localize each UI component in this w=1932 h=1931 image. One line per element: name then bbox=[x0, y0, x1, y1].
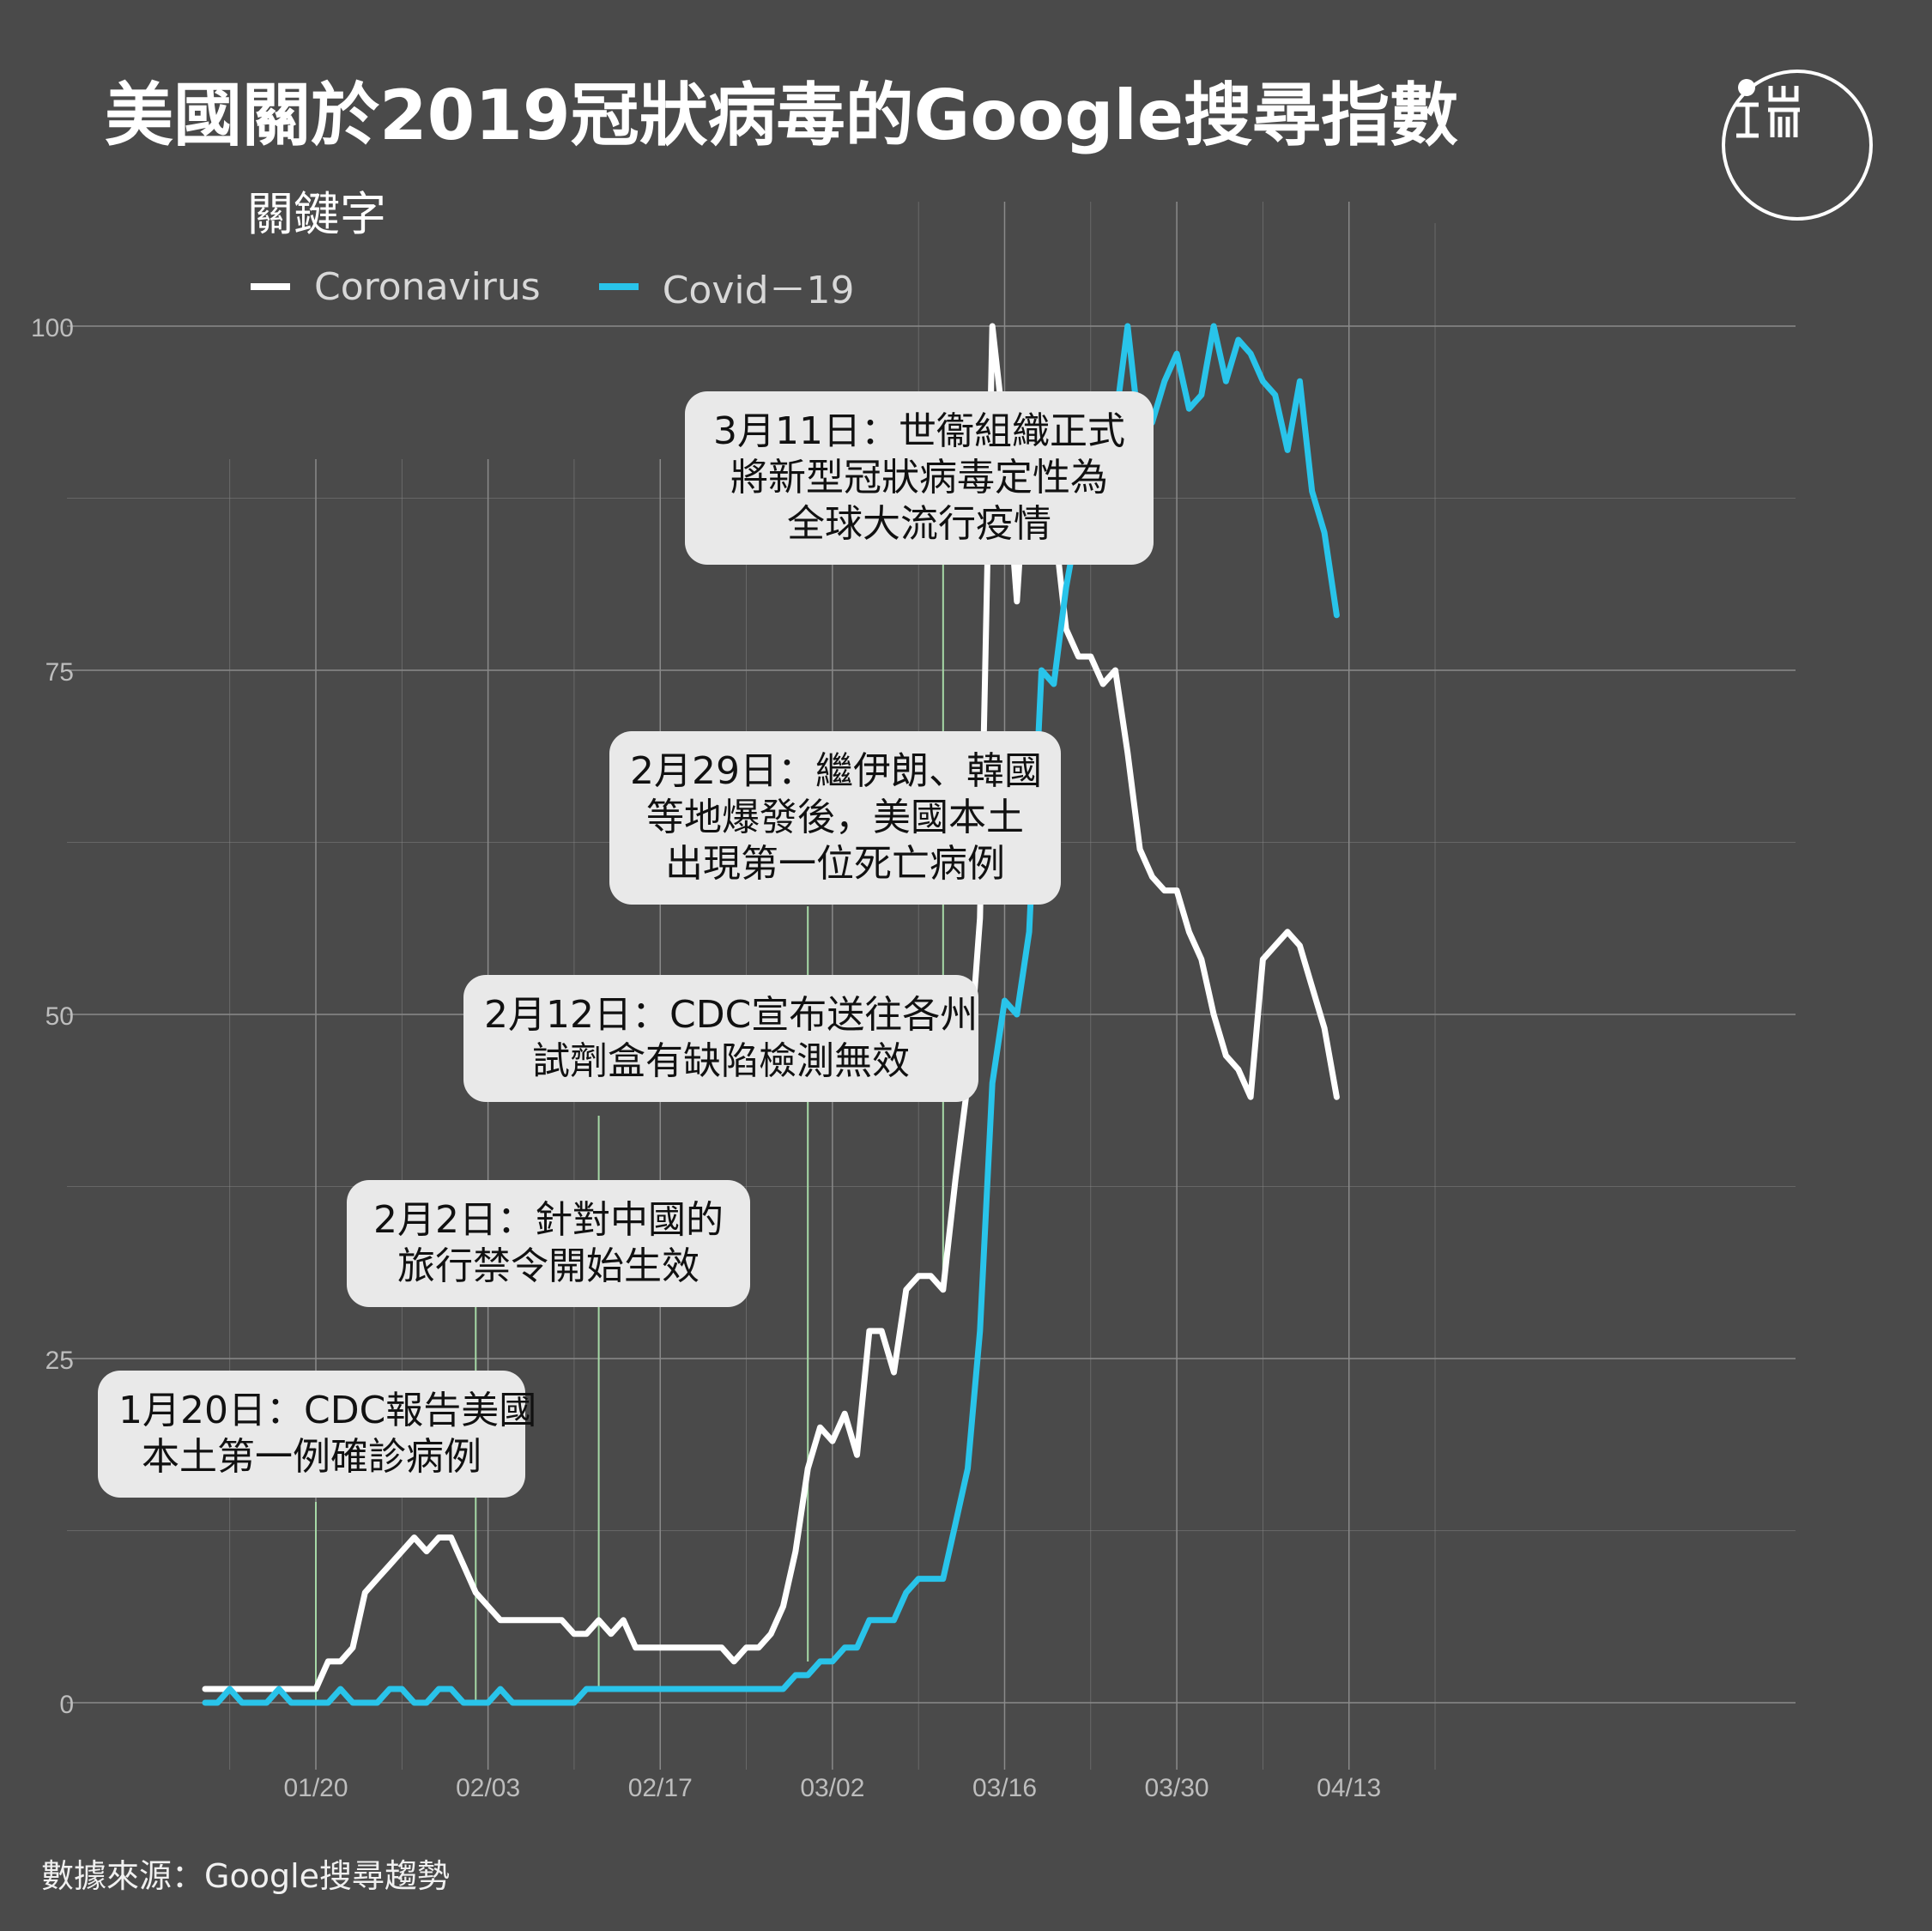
initium-logo-icon bbox=[1722, 70, 1873, 221]
y-tick-label: 0 bbox=[59, 1691, 74, 1719]
annotation-text: 2月29日：繼伊朗、韓國 bbox=[630, 749, 1042, 793]
annotation-text: 旅行禁令開始生效 bbox=[397, 1244, 700, 1288]
legend-title: 關鍵字 bbox=[247, 187, 386, 241]
legend-swatch-covid19 bbox=[598, 283, 639, 290]
legend-item-covid19: Covid－19 bbox=[598, 259, 855, 314]
axis-ticks: 0 25 50 75 100 01/20 02/03 02/17 03/02 03/16 03/30… bbox=[31, 314, 1381, 1802]
annotation-box: 3月11日：世衞組織正式 將新型冠狀病毒定性為 全球大流行疫情 bbox=[685, 391, 1154, 565]
chart-title: 美國關於2019冠狀病毒的Google搜尋指數 bbox=[105, 76, 1459, 155]
x-tick-label: 02/03 bbox=[456, 1774, 520, 1802]
legend-swatch-coronavirus bbox=[251, 283, 290, 290]
annotation-box: 1月20日：CDC報告美國 本土第一例確診病例 bbox=[98, 1371, 537, 1498]
x-tick-label: 03/30 bbox=[1145, 1774, 1209, 1802]
annotation-text: 出現第一位死亡病例 bbox=[665, 842, 1005, 886]
legend-label-covid19: Covid－19 bbox=[662, 269, 855, 312]
annotation-box: 2月2日：針對中國的 旅行禁令開始生效 bbox=[347, 1180, 750, 1307]
annotation-text: 2月2日：針對中國的 bbox=[373, 1198, 724, 1242]
annotation-text: 本土第一例確診病例 bbox=[142, 1435, 481, 1479]
y-tick-label: 50 bbox=[45, 1002, 74, 1031]
data-source: 數據來源：Google搜尋趨勢 bbox=[41, 1857, 451, 1895]
x-tick-label: 03/16 bbox=[972, 1774, 1037, 1802]
legend: Coronavirus Covid－19 bbox=[251, 259, 913, 314]
legend-item-coronavirus: Coronavirus bbox=[251, 265, 541, 309]
grid-lines bbox=[67, 202, 1796, 1770]
x-tick-label: 01/20 bbox=[283, 1774, 348, 1802]
legend-label-coronavirus: Coronavirus bbox=[314, 264, 541, 309]
annotation-text: 全球大流行疫情 bbox=[787, 502, 1051, 546]
annotation-text: 3月11日：世衞組織正式 bbox=[713, 409, 1125, 453]
annotation-text: 試劑盒有缺陷檢測無效 bbox=[532, 1039, 910, 1083]
annotation-text: 將新型冠狀病毒定性為 bbox=[730, 456, 1108, 499]
annotation-box: 2月29日：繼伊朗、韓國 等地爆發後，美國本土 出現第一位死亡病例 bbox=[609, 731, 1061, 905]
y-tick-label: 75 bbox=[45, 658, 74, 687]
x-tick-label: 02/17 bbox=[628, 1774, 693, 1802]
annotation-text: 2月12日：CDC宣布送往各州 bbox=[484, 993, 978, 1037]
x-tick-label: 03/02 bbox=[800, 1774, 864, 1802]
annotation-box: 2月12日：CDC宣布送往各州 試劑盒有缺陷檢測無效 bbox=[463, 975, 978, 1102]
series-line-coronavirus bbox=[202, 323, 1340, 1692]
y-tick-label: 100 bbox=[31, 314, 74, 342]
y-tick-label: 25 bbox=[45, 1347, 74, 1375]
annotation-text: 1月20日：CDC報告美國 bbox=[118, 1389, 537, 1432]
annotation-text: 等地爆發後，美國本土 bbox=[646, 796, 1024, 839]
x-tick-label: 04/13 bbox=[1317, 1774, 1381, 1802]
